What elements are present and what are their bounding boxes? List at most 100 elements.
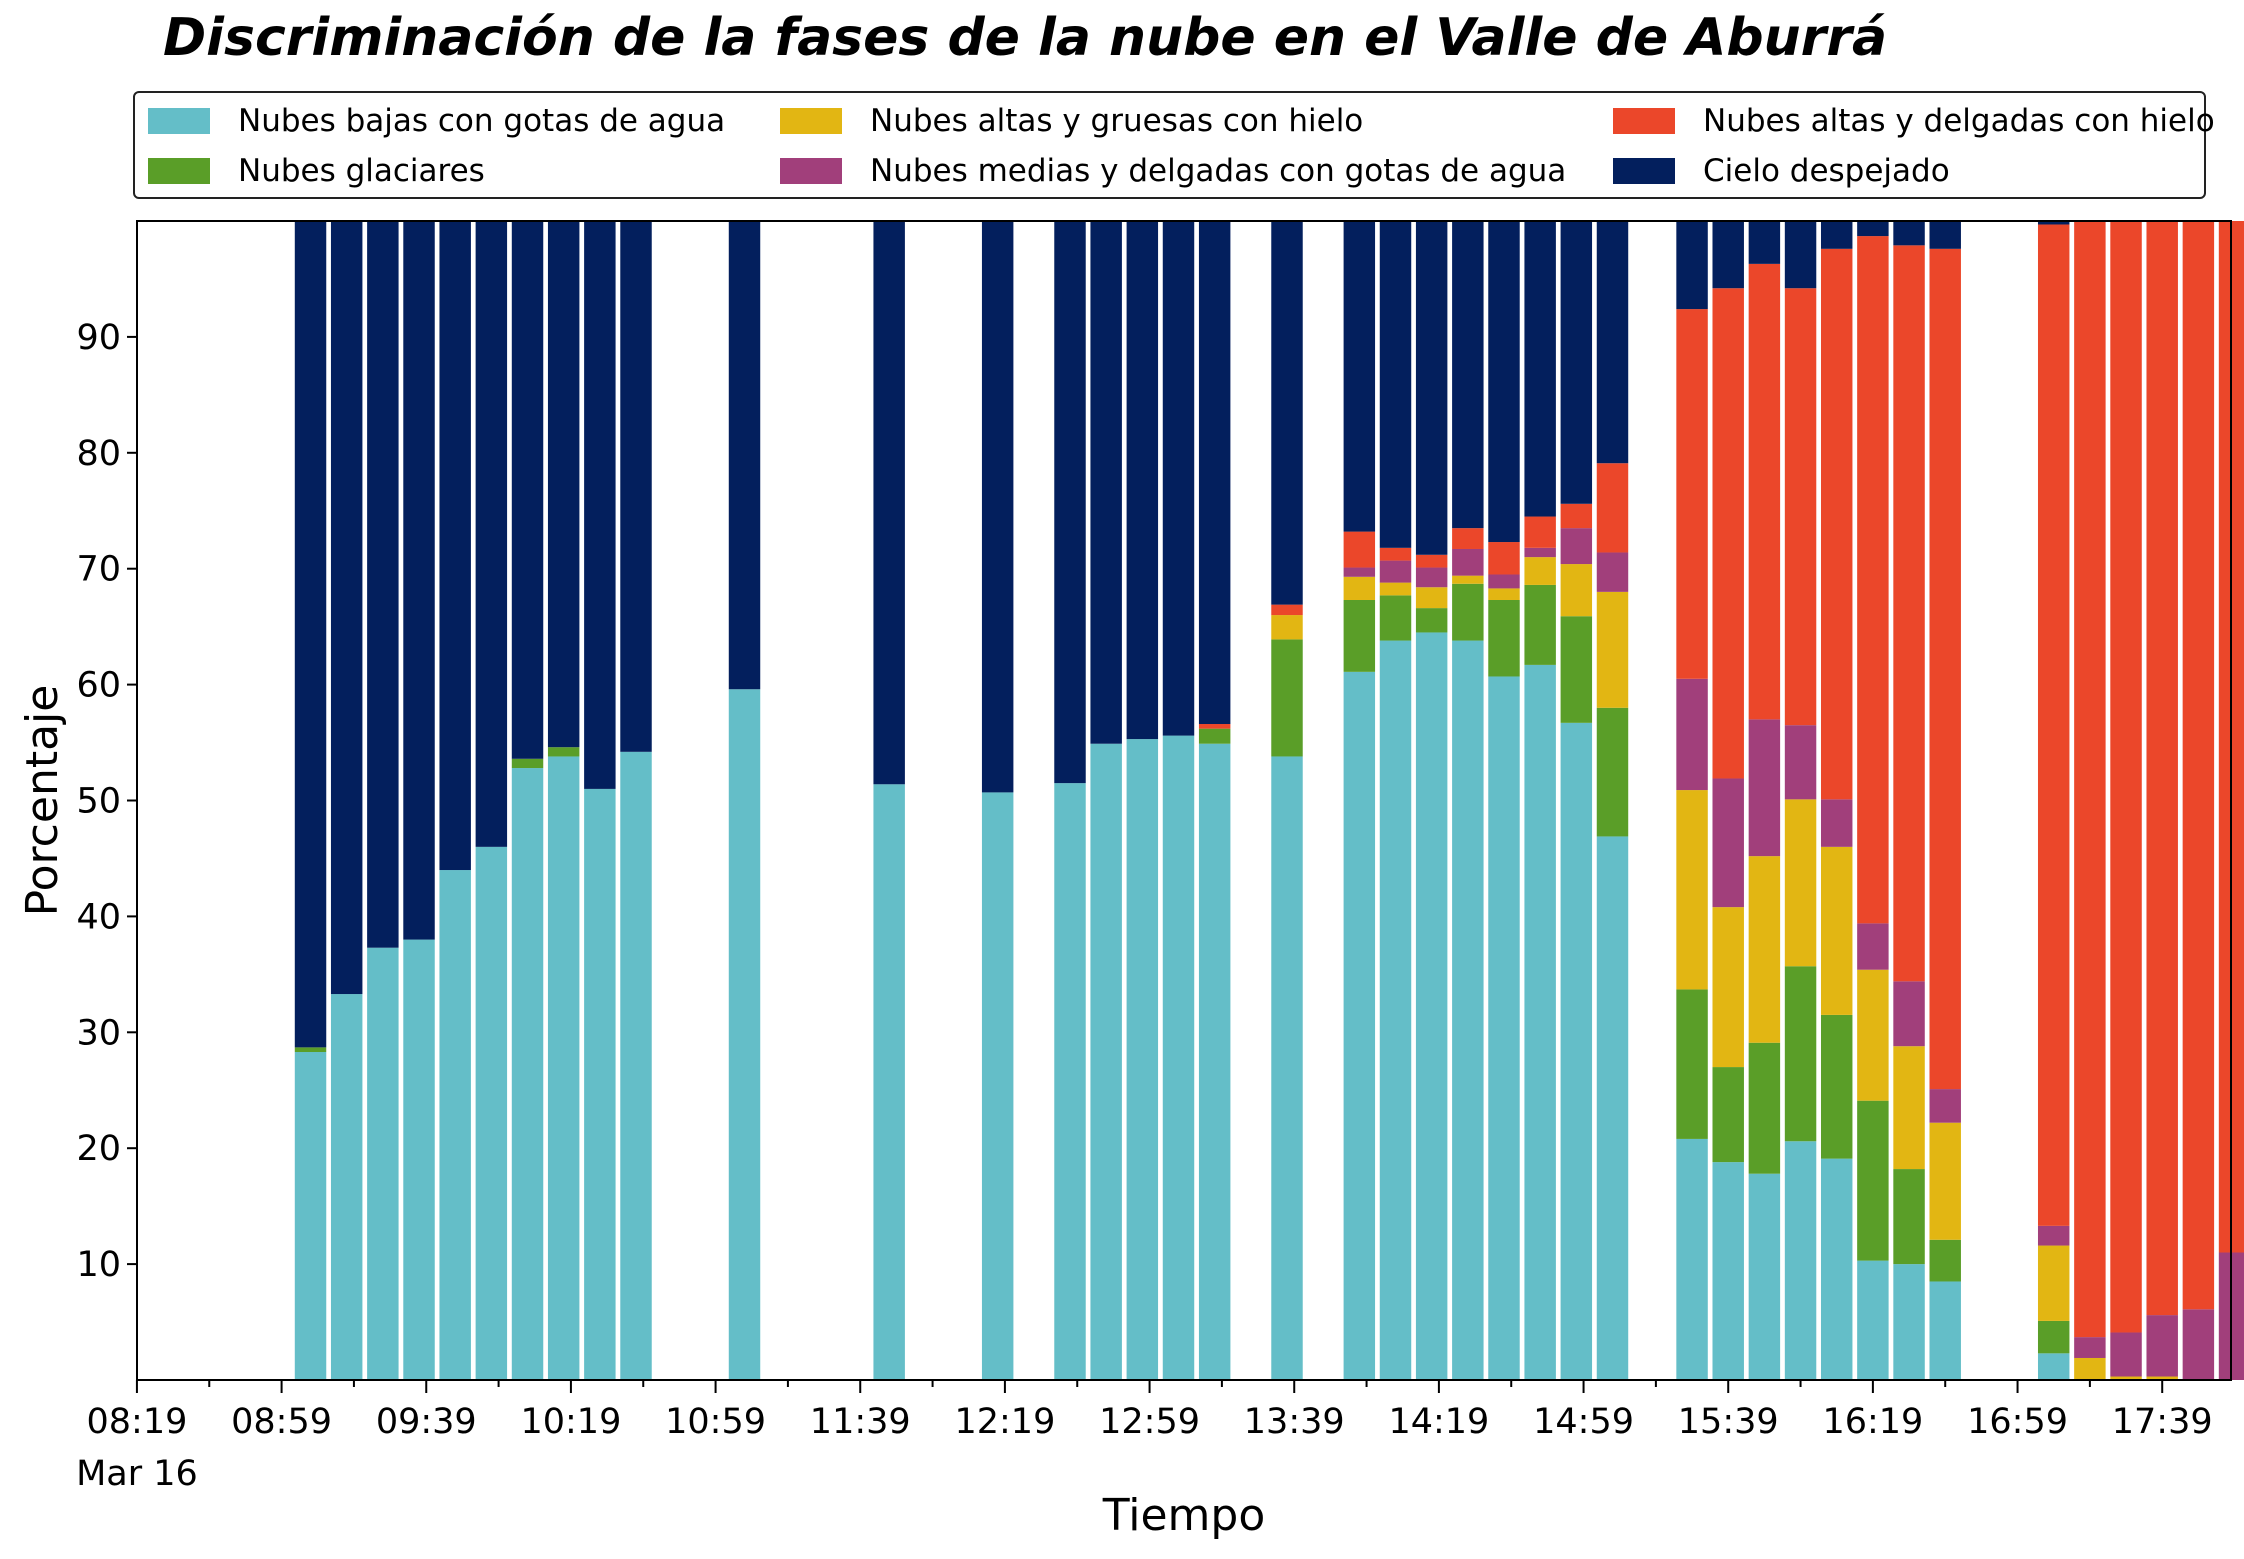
bar-segment xyxy=(2182,1309,2215,1380)
bar-segment xyxy=(1712,1067,1744,1163)
x-tick-label: 08:59 xyxy=(231,1402,332,1442)
bar-segment xyxy=(1748,1042,1781,1174)
bar-segment xyxy=(1893,221,1925,246)
x-axis-label: Tiempo xyxy=(1102,1490,1266,1541)
bar-segment xyxy=(1198,743,1231,1380)
bar-segment xyxy=(1929,1122,1961,1240)
bar-segment xyxy=(1820,221,1853,249)
bar-segment xyxy=(2146,1376,2178,1380)
x-tick-label: 17:39 xyxy=(2112,1402,2213,1442)
x-tick-date-label: Mar 16 xyxy=(76,1454,198,1494)
bar-segment xyxy=(2037,1320,2070,1354)
bar-segment xyxy=(2110,221,2142,1333)
bar-segment xyxy=(728,221,761,690)
bar-segment xyxy=(1596,836,1629,1380)
legend: Nubes bajas con gotas de agua Nubes glac… xyxy=(133,91,2215,199)
y-tick-label: 50 xyxy=(76,782,121,822)
x-tick-label: 14:59 xyxy=(1533,1402,1634,1442)
bar-segment xyxy=(1198,221,1231,725)
bar-segment xyxy=(1090,743,1122,1380)
bar-segment xyxy=(620,751,652,1380)
bar-segment xyxy=(1676,790,1708,990)
legend-label: Nubes altas y gruesas con hielo xyxy=(870,103,1364,139)
bar-segment xyxy=(1126,221,1159,740)
bar-segment xyxy=(1748,1173,1781,1380)
bar-segment xyxy=(1452,640,1484,1380)
chart-title: Discriminación de la fases de la nube en… xyxy=(163,8,1888,68)
bar-segment xyxy=(584,788,616,1380)
bar-segment xyxy=(1893,981,1925,1047)
x-tick-label: 08:19 xyxy=(86,1402,187,1442)
legend-swatch xyxy=(780,158,842,184)
bar-segment xyxy=(1820,799,1853,847)
bar-segment xyxy=(1784,1141,1817,1380)
bar-segment xyxy=(1343,576,1376,600)
bar-segment xyxy=(1415,221,1448,555)
legend-item: Nubes altas y gruesas con hielo xyxy=(780,99,1363,143)
x-tick-label: 14:19 xyxy=(1388,1402,1489,1442)
bar-segment xyxy=(330,994,363,1380)
bar-segment xyxy=(1488,574,1520,589)
bar-segment xyxy=(1162,735,1195,1380)
bar-segment xyxy=(367,221,399,948)
bar-segment xyxy=(1596,591,1629,708)
bar-segment xyxy=(294,1052,327,1380)
x-tick-label: 09:39 xyxy=(376,1402,477,1442)
bar-segment xyxy=(1857,969,1889,1101)
legend-swatch xyxy=(148,158,210,184)
bar-segment xyxy=(1054,221,1086,784)
bar-segment xyxy=(511,758,544,769)
bar-segment xyxy=(1560,503,1593,529)
bar-segment xyxy=(1596,221,1629,464)
bar-segment xyxy=(1820,1158,1853,1380)
bar-segment xyxy=(1452,221,1484,529)
bar-segment xyxy=(981,221,1014,793)
bar-segment xyxy=(367,947,399,1380)
bar-segment xyxy=(728,689,761,1380)
bar-segment xyxy=(1343,567,1376,577)
bar-segment xyxy=(1748,856,1781,1043)
bar-segment xyxy=(2110,1376,2142,1380)
bar-segment xyxy=(1857,1260,1889,1380)
x-tick-label: 12:19 xyxy=(954,1402,1055,1442)
bar-segment xyxy=(1712,778,1744,908)
legend-item: Nubes medias y delgadas con gotas de agu… xyxy=(780,149,1566,193)
bar-segment xyxy=(1415,587,1448,609)
bar-segment xyxy=(1452,575,1484,584)
bar-segment xyxy=(1676,678,1708,791)
bar-segment xyxy=(1271,221,1303,605)
bar-segment xyxy=(1596,552,1629,592)
bar-segment xyxy=(1596,707,1629,837)
bar-segment xyxy=(1090,221,1122,744)
bar-segment xyxy=(1379,221,1412,548)
y-tick-label: 40 xyxy=(76,897,121,937)
bar-segment xyxy=(1452,528,1484,549)
bar-segment xyxy=(1893,1264,1925,1380)
bar-segment xyxy=(1893,245,1925,982)
bar-segment xyxy=(2037,1225,2070,1246)
bar-segment xyxy=(1488,676,1520,1380)
bar-segment xyxy=(294,221,327,1048)
bar-segment xyxy=(1560,564,1593,617)
bar-segment xyxy=(1126,739,1159,1380)
y-tick-label: 60 xyxy=(76,666,121,706)
bar-segment xyxy=(547,221,580,748)
bar-segment xyxy=(2037,1353,2070,1380)
bar-segment xyxy=(1379,640,1412,1380)
bar-segment xyxy=(1343,599,1376,672)
bar-segment xyxy=(1748,263,1781,720)
bar-segment xyxy=(873,784,905,1380)
bar-segment xyxy=(1162,221,1195,736)
y-axis: 10 20 30 40 50 60 70 80 90 xyxy=(76,318,137,1285)
bar-segment xyxy=(547,756,580,1380)
bar-segment xyxy=(1929,1239,1961,1282)
bar-segment xyxy=(1712,1162,1744,1380)
y-tick-label: 80 xyxy=(76,434,121,474)
x-tick-label: 16:59 xyxy=(1967,1402,2068,1442)
legend-item: Nubes altas y delgadas con hielo xyxy=(1613,99,2215,143)
bar-segment xyxy=(1784,966,1817,1142)
bar-segment xyxy=(2146,221,2178,1316)
bar-segment xyxy=(2037,221,2070,225)
bar-segment xyxy=(1784,221,1817,289)
